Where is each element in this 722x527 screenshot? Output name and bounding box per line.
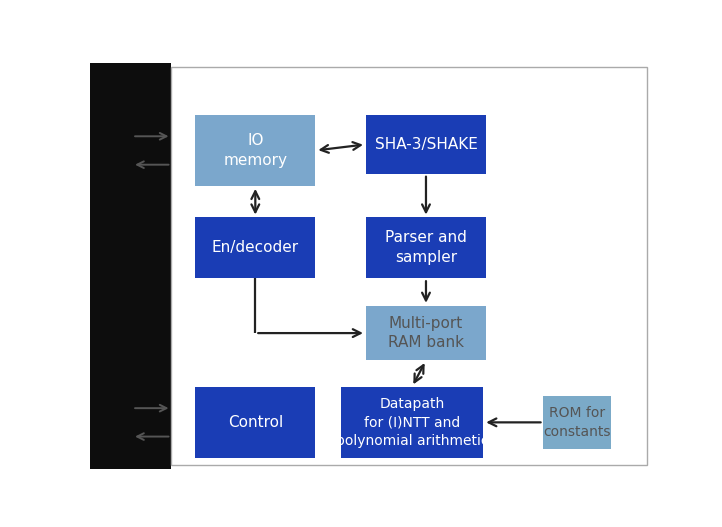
- Text: Multi-port
RAM bank: Multi-port RAM bank: [388, 316, 464, 350]
- Bar: [341, 387, 483, 458]
- Bar: [195, 387, 316, 458]
- Bar: [544, 396, 611, 448]
- Bar: [366, 306, 486, 360]
- Text: En/decoder: En/decoder: [212, 240, 299, 256]
- Bar: [366, 115, 486, 174]
- Bar: [195, 218, 316, 278]
- Text: Parser and
sampler: Parser and sampler: [385, 230, 467, 265]
- Text: ROM for
constants: ROM for constants: [544, 406, 611, 438]
- Bar: [366, 218, 486, 278]
- Text: Datapath
for (I)NTT and
polynomial arithmetic: Datapath for (I)NTT and polynomial arith…: [336, 397, 488, 448]
- Text: IO
memory: IO memory: [223, 133, 287, 168]
- Bar: [90, 63, 171, 469]
- Text: Control: Control: [227, 415, 283, 430]
- Bar: [171, 67, 647, 465]
- Text: SHA-3/SHAKE: SHA-3/SHAKE: [375, 137, 477, 152]
- Bar: [195, 115, 316, 186]
